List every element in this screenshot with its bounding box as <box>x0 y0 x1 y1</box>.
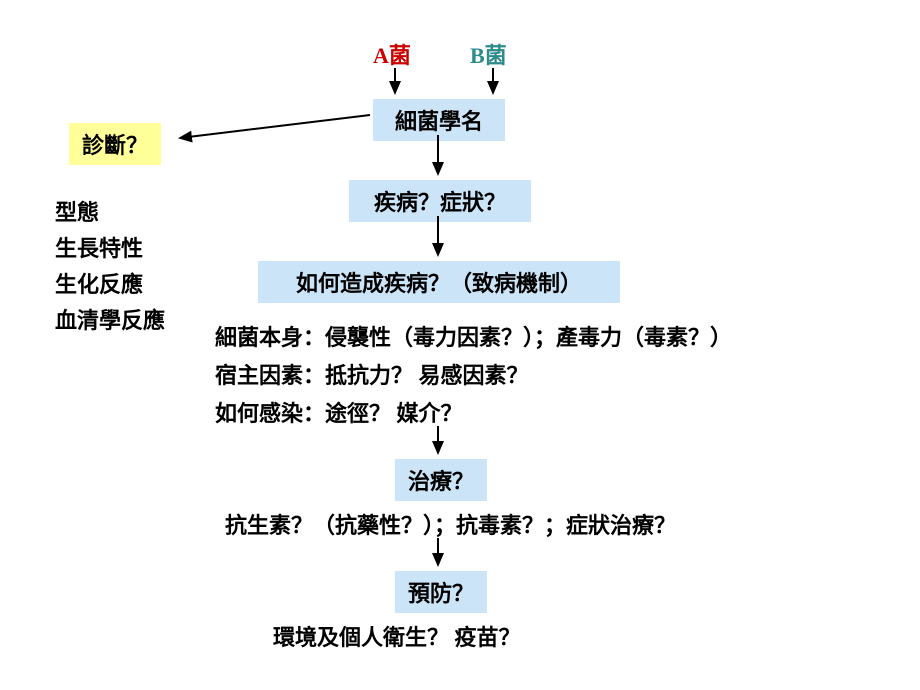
diag-item-biochem: 生化反應 <box>55 267 143 299</box>
detail-host-factor: 宿主因素：抵抗力？ 易感因素？ <box>215 358 529 390</box>
box-disease-symptom: 疾病？症狀？ <box>349 180 531 222</box>
diag-item-morphology: 型態 <box>55 195 99 227</box>
box-prevention: 預防？ <box>395 571 487 613</box>
detail-bacteria-self: 細菌本身：侵襲性（毒力因素？）；產毒力（毒素？） <box>215 320 732 352</box>
diag-item-growth: 生長特性 <box>55 231 143 263</box>
box-diagnosis: 診斷？ <box>69 123 161 165</box>
detail-treatment: 抗生素？（抗藥性？）；抗毒素？；症狀治療？ <box>225 508 676 540</box>
label-b-bacteria: B菌 <box>470 38 507 70</box>
detail-infection-route: 如何感染：途徑？ 媒介？ <box>215 396 463 428</box>
diag-item-serology: 血清學反應 <box>55 303 165 335</box>
box-pathogenesis: 如何造成疾病？（致病機制） <box>258 261 620 303</box>
label-a-bacteria: A菌 <box>373 38 411 70</box>
box-bacteria-name: 細菌學名 <box>373 99 505 141</box>
box-treatment: 治療？ <box>395 459 487 501</box>
detail-prevention: 環境及個人衛生？ 疫苗？ <box>273 620 521 652</box>
